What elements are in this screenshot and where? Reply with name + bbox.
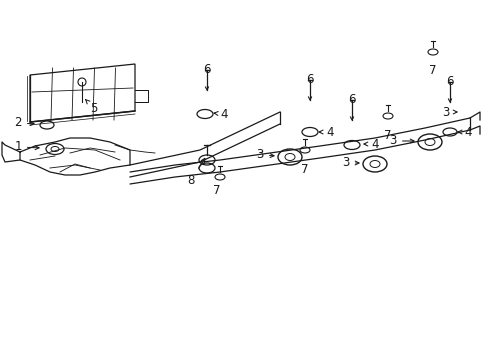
- Text: 3: 3: [442, 105, 456, 118]
- Text: 4: 4: [214, 108, 227, 121]
- Text: 6: 6: [203, 63, 210, 76]
- Text: 7: 7: [384, 129, 391, 142]
- Text: 1: 1: [15, 140, 39, 153]
- Text: 4: 4: [363, 138, 378, 150]
- Text: 3: 3: [389, 135, 413, 148]
- Text: 2: 2: [15, 117, 34, 130]
- Text: 4: 4: [319, 126, 333, 139]
- Text: 7: 7: [212, 184, 220, 197]
- Text: 3: 3: [256, 148, 273, 162]
- Text: 7: 7: [428, 64, 436, 77]
- Text: 4: 4: [457, 126, 471, 139]
- Text: 6: 6: [347, 93, 355, 106]
- Text: 7: 7: [301, 163, 308, 176]
- Text: 8: 8: [187, 158, 204, 186]
- Text: 6: 6: [305, 73, 313, 86]
- Text: 5: 5: [85, 99, 98, 114]
- Text: 3: 3: [342, 157, 358, 170]
- Text: 6: 6: [446, 75, 453, 88]
